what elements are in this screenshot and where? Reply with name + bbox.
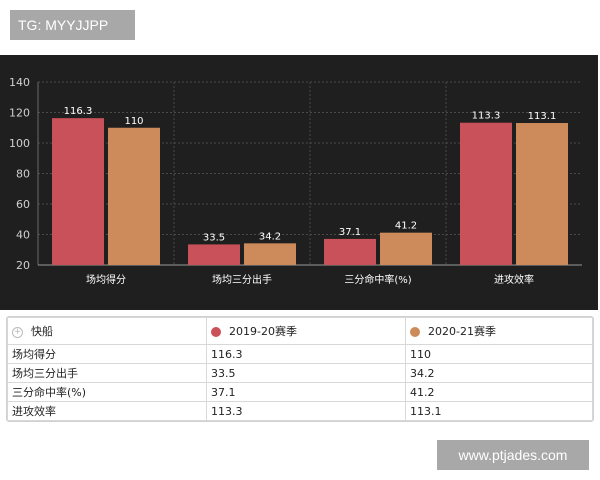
table-row: 三分命中率(%) 37.1 41.2 — [7, 382, 593, 402]
x-tick-label: 场均得分 — [86, 273, 126, 286]
series-1-color-dot — [211, 327, 221, 337]
table-row: 场均三分出手 33.5 34.2 — [7, 363, 593, 383]
bar — [516, 123, 568, 266]
bar — [324, 238, 376, 265]
team-name: 快船 — [31, 325, 53, 338]
row-label: 场均得分 — [7, 344, 207, 364]
table-header-series-2: 2020-21赛季 — [405, 317, 593, 345]
bar — [460, 122, 512, 265]
bar-value-label: 37.1 — [339, 227, 361, 238]
row-value-s2: 34.2 — [405, 363, 593, 383]
bar-chart: 20 40 60 80 100 120 140 116.3 110 场均得分 33.5 34.2 场均三… — [9, 76, 582, 286]
x-tick-label: 场均三分出手 — [212, 273, 272, 286]
table-header-team: + 快船 — [7, 317, 207, 345]
plus-circle-icon[interactable]: + — [12, 326, 23, 338]
series-2-color-dot — [410, 327, 420, 337]
bar — [188, 244, 240, 265]
x-tick-label: 进攻效率 — [494, 273, 534, 286]
x-tick-label: 三分命中率(%) — [344, 273, 411, 286]
bar — [244, 243, 296, 265]
watermark-top: TG: MYYJJPP — [10, 10, 135, 40]
bar-value-label: 110 — [124, 116, 143, 127]
watermark-bottom: www.ptjades.com — [437, 440, 589, 470]
y-tick-label: 80 — [16, 168, 30, 181]
table-header-series-1: 2019-20赛季 — [206, 317, 406, 345]
row-value-s1: 33.5 — [206, 363, 406, 383]
bar — [380, 232, 432, 265]
bar-value-label: 116.3 — [64, 106, 93, 117]
table-row: 场均得分 116.3 110 — [7, 344, 593, 364]
table-header-row: + 快船 2019-20赛季 2020-21赛季 — [7, 317, 593, 345]
row-value-s2: 41.2 — [405, 382, 593, 402]
bar — [108, 127, 160, 265]
y-tick-label: 40 — [16, 229, 30, 242]
row-label: 进攻效率 — [7, 401, 207, 421]
y-tick-label: 140 — [9, 76, 30, 89]
bar-value-label: 113.3 — [472, 111, 501, 122]
y-tick-label: 100 — [9, 137, 30, 150]
bar-value-label: 34.2 — [259, 231, 281, 242]
bar-value-label: 113.1 — [528, 111, 557, 122]
row-value-s1: 113.3 — [206, 401, 406, 421]
y-tick-label: 120 — [9, 107, 30, 120]
row-label: 场均三分出手 — [7, 363, 207, 383]
bar-value-label: 33.5 — [203, 232, 225, 243]
row-value-s1: 116.3 — [206, 344, 406, 364]
y-tick-label: 60 — [16, 198, 30, 211]
row-label: 三分命中率(%) — [7, 382, 207, 402]
bar — [52, 118, 104, 265]
row-value-s2: 113.1 — [405, 401, 593, 421]
row-value-s1: 37.1 — [206, 382, 406, 402]
bar-value-label: 41.2 — [395, 221, 417, 232]
y-tick-label: 20 — [16, 259, 30, 272]
table-row: 进攻效率 113.3 113.1 — [7, 401, 593, 421]
data-table: + 快船 2019-20赛季 2020-21赛季 场均得分 116.3 110 场… — [6, 316, 594, 422]
chart-panel: 20 40 60 80 100 120 140 116.3 110 场均得分 33.5 34.2 场均三… — [0, 55, 598, 310]
row-value-s2: 110 — [405, 344, 593, 364]
